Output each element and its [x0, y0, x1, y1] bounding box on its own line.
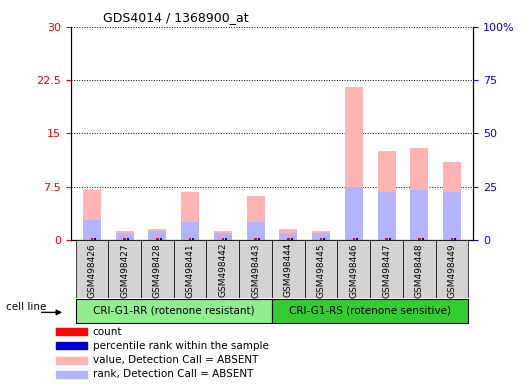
Text: GSM498441: GSM498441 [186, 243, 195, 298]
Bar [345, 87, 363, 240]
Bar [246, 196, 265, 240]
Bar [451, 238, 453, 240]
Bar [56, 357, 87, 364]
Text: cell line: cell line [6, 302, 46, 312]
Bar [454, 238, 456, 240]
Text: GSM498427: GSM498427 [120, 243, 129, 298]
Bar [174, 240, 207, 298]
Bar [116, 232, 134, 240]
Bar [56, 328, 87, 335]
Bar [214, 232, 232, 240]
Bar [222, 238, 224, 240]
Bar [323, 238, 325, 240]
Bar [443, 192, 461, 240]
Bar [320, 238, 322, 240]
Text: GSM498442: GSM498442 [218, 243, 228, 297]
Text: CRI-G1-RR (rotenone resistant): CRI-G1-RR (rotenone resistant) [93, 306, 255, 316]
Bar [83, 190, 101, 240]
Bar [116, 233, 134, 240]
Bar [83, 220, 101, 240]
Bar [378, 192, 395, 240]
Bar [108, 240, 141, 298]
Text: GSM498449: GSM498449 [448, 243, 457, 298]
Bar [279, 233, 298, 240]
Bar [356, 238, 358, 240]
Bar [353, 238, 355, 240]
Bar [156, 238, 158, 240]
Text: GSM498428: GSM498428 [153, 243, 162, 298]
Text: GDS4014 / 1368900_at: GDS4014 / 1368900_at [103, 11, 248, 24]
Bar [149, 232, 166, 240]
Bar [192, 238, 195, 240]
Text: GSM498426: GSM498426 [87, 243, 96, 298]
Text: GSM498444: GSM498444 [284, 243, 293, 297]
Bar [287, 238, 290, 240]
Bar [418, 238, 420, 240]
Bar [305, 240, 337, 298]
Text: GSM498445: GSM498445 [316, 243, 326, 298]
Bar [410, 148, 428, 240]
Bar [272, 299, 469, 323]
Text: percentile rank within the sample: percentile rank within the sample [93, 341, 268, 351]
Text: GSM498443: GSM498443 [251, 243, 260, 298]
Text: GSM498448: GSM498448 [415, 243, 424, 298]
Bar [436, 240, 469, 298]
Bar [337, 240, 370, 298]
Bar [254, 238, 257, 240]
Bar [410, 190, 428, 240]
Text: CRI-G1-RS (rotenone sensitive): CRI-G1-RS (rotenone sensitive) [289, 306, 451, 316]
Bar [181, 192, 199, 240]
Bar [345, 187, 363, 240]
Bar [389, 238, 391, 240]
Text: rank, Detection Call = ABSENT: rank, Detection Call = ABSENT [93, 369, 253, 379]
Bar [291, 238, 292, 240]
Bar [149, 229, 166, 240]
Bar [75, 240, 108, 298]
Bar [370, 240, 403, 298]
Bar [56, 343, 87, 349]
Text: value, Detection Call = ABSENT: value, Detection Call = ABSENT [93, 355, 258, 365]
Bar [422, 238, 424, 240]
Bar [181, 222, 199, 240]
Bar [272, 240, 305, 298]
Bar [141, 240, 174, 298]
Bar [127, 238, 129, 240]
Bar [443, 162, 461, 240]
Bar [207, 240, 239, 298]
Bar [56, 371, 87, 378]
Text: GSM498446: GSM498446 [349, 243, 358, 298]
Bar [246, 222, 265, 240]
Bar [312, 233, 330, 240]
Bar [94, 238, 96, 240]
Bar [403, 240, 436, 298]
Bar [385, 238, 388, 240]
Text: count: count [93, 327, 122, 337]
Bar [189, 238, 191, 240]
Bar [225, 238, 227, 240]
Bar [123, 238, 126, 240]
Bar [279, 229, 298, 240]
Bar [90, 238, 93, 240]
Bar [214, 233, 232, 240]
Bar [258, 238, 260, 240]
Bar [160, 238, 162, 240]
Bar [75, 299, 272, 323]
Bar [312, 232, 330, 240]
Bar [378, 151, 395, 240]
Text: GSM498447: GSM498447 [382, 243, 391, 298]
Bar [239, 240, 272, 298]
